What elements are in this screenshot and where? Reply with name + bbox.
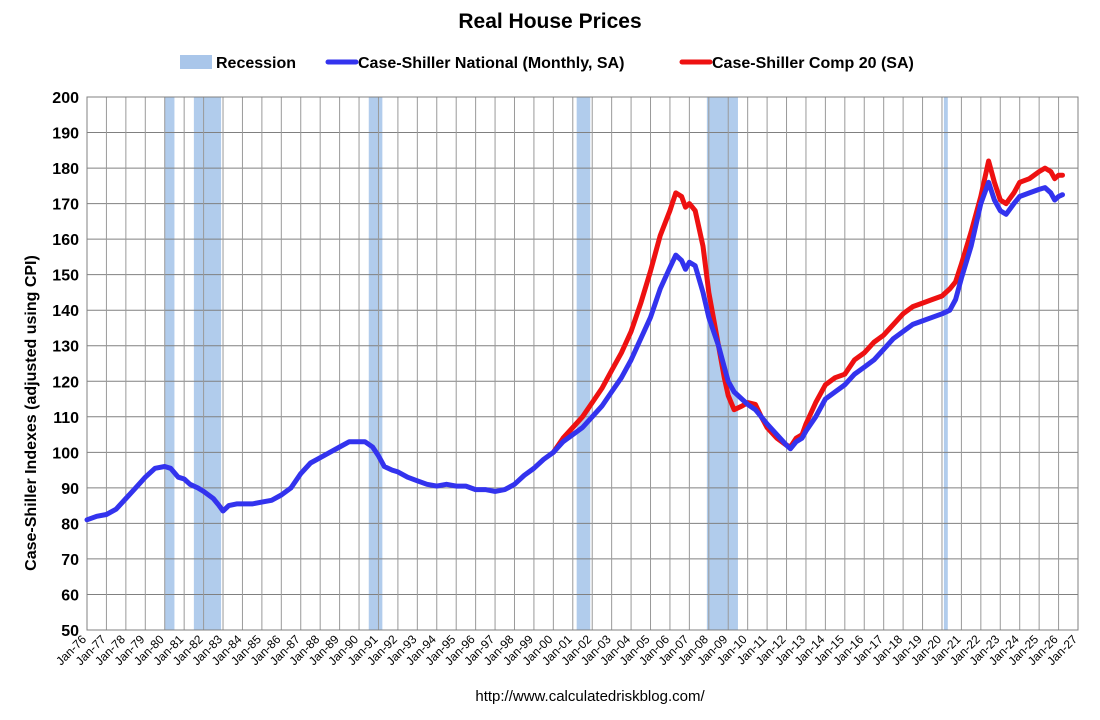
recession-band [943,97,948,630]
y-tick-label: 100 [52,445,79,462]
y-tick-label: 60 [61,587,79,604]
recession-band [193,97,222,630]
x-axis-ticks: Jan-76Jan-77Jan-78Jan-79Jan-80Jan-81Jan-… [53,632,1080,668]
y-tick-label: 170 [52,197,79,214]
recession-bands [164,97,948,630]
plot-border [86,96,1079,631]
series-lines [84,158,1065,523]
recession-band [576,97,591,630]
y-tick-label: 90 [61,481,79,498]
legend-label-comp20: Case-Shiller Comp 20 (SA) [712,55,914,72]
y-tick-label: 140 [52,303,79,320]
source-url: http://www.calculatedriskblog.com/ [475,688,705,705]
series-line-national [84,179,1065,523]
y-tick-label: 110 [53,410,79,427]
y-axis-ticks: 50 60 70 80 90 100 110 120 130 140 150 160 170 180 190… [52,90,79,640]
chart-title: Real House Prices [458,10,641,33]
legend: Recession Case-Shiller National (Monthly… [180,55,914,72]
y-tick-label: 70 [61,552,79,569]
y-tick-label: 160 [52,232,79,249]
y-tick-label: 120 [52,374,79,391]
legend-label-recession: Recession [216,55,296,72]
y-tick-label: 200 [52,90,79,107]
y-tick-label: 180 [52,161,79,178]
y-tick-label: 150 [52,268,79,285]
legend-swatch-recession [180,55,212,69]
recession-band [164,97,175,630]
grid-lines [86,96,1079,631]
y-tick-label: 130 [52,339,79,356]
y-tick-label: 190 [52,126,79,143]
y-tick-label: 80 [61,516,79,533]
y-axis-label: Case-Shiller Indexes (adjusted using CPI… [23,255,40,571]
legend-label-national: Case-Shiller National (Monthly, SA) [358,55,624,72]
recession-band [368,97,383,630]
y-tick-label: 50 [61,623,79,640]
